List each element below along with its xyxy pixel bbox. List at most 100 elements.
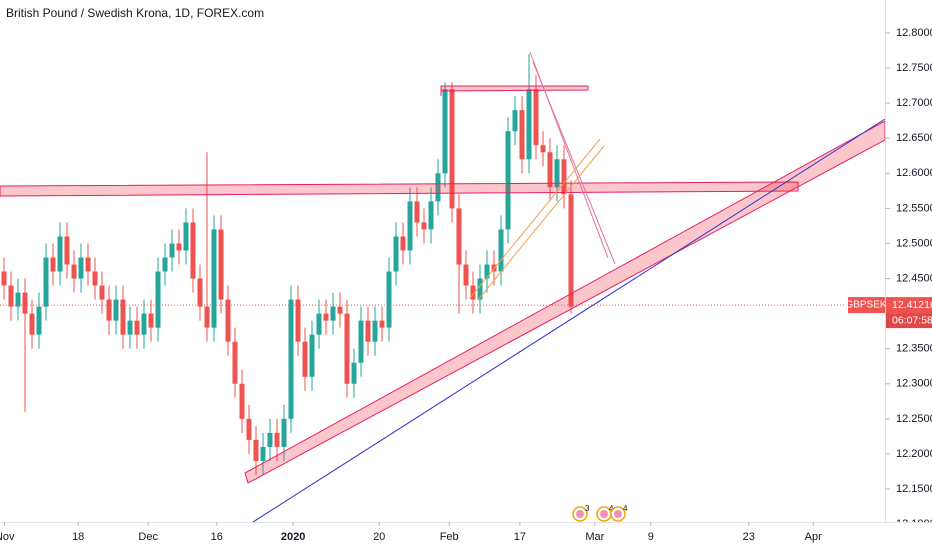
candle-body [78,257,84,279]
candle-body [295,299,301,342]
candle-body [484,264,490,279]
candle-body [190,222,196,279]
y-tick-label: 12.15000 [896,483,932,495]
candle-body [337,306,343,314]
candle-body [414,201,420,223]
candle-body [253,439,259,461]
candle-body [568,194,574,307]
drawings [0,51,886,523]
x-tick-label: Nov [0,531,15,543]
x-tick-label: 9 [648,531,654,543]
candle-body [470,285,476,300]
candle-body [379,320,385,328]
y-tick-label: 12.45000 [896,272,932,284]
candle-body [162,257,168,272]
y-tick-label: 12.50000 [896,237,932,249]
rising-line [469,138,601,299]
x-axis: Nov18Dec16202020Feb17Mar923Apr [0,522,822,543]
top-band [440,85,589,92]
symbol-label: GBPSEK [845,300,886,311]
candle-body [64,236,70,265]
candle-body [316,313,322,335]
candle-body [547,152,553,188]
x-tick-label: 17 [514,531,526,543]
y-tick-label: 12.55000 [896,202,932,214]
candle-body [365,320,371,342]
candle-body [176,243,182,251]
candle-body [281,418,287,447]
candle-body [92,271,98,286]
candle-body [120,299,126,335]
event-badge-inner [614,510,622,518]
candle-body [204,306,210,328]
symbol-box [848,297,885,314]
candle-body [435,173,441,202]
candle-body [155,271,161,328]
candle-body [134,320,140,335]
candle-body [211,229,217,328]
x-tick-label: Mar [585,531,604,543]
x-tick-label: 2020 [281,531,305,543]
candle-body [85,257,91,272]
candle-body [302,341,308,377]
candle-body [15,292,21,307]
candle-body [463,264,469,286]
candle-body [1,271,7,286]
candle-body [561,159,567,195]
y-tick-label: 12.60000 [896,167,932,179]
candle-body [428,201,434,230]
candle-body [386,271,392,328]
candle-body [29,313,35,335]
resistance-band [0,181,799,197]
y-tick-label: 12.30000 [896,378,932,390]
candle-body [400,236,406,251]
candle-body [512,110,518,132]
candle-body [372,320,378,342]
candle-body [50,257,56,272]
candle-body [449,89,455,209]
candle-body [330,306,336,321]
candle-body [351,362,357,384]
candle-body [526,89,532,160]
y-tick-label: 12.25000 [896,413,932,425]
candle-body [232,341,238,384]
candle-body [393,236,399,272]
candle-body [239,383,245,419]
candle-body [323,313,329,321]
candle-body [246,418,252,440]
candle-body [43,257,49,307]
candle-body [498,229,504,272]
candle-body [456,208,462,265]
candle-body [407,201,413,251]
candle-body [197,278,203,307]
candle-body [127,320,133,335]
event-count: 3 [585,504,590,513]
candle-body [36,306,42,335]
x-tick-label: 23 [743,531,755,543]
y-tick-label: 12.20000 [896,448,932,460]
y-tick-label: 12.70000 [896,97,932,109]
candle-body [519,110,525,160]
candle-body [267,432,273,447]
candle-body [274,432,280,447]
countdown-box [886,313,932,329]
candle-body [288,299,294,419]
price-line-group: GBPSEK [0,297,887,314]
candle-body [554,159,560,188]
event-badge-inner [576,510,584,518]
countdown-label: 06:07:58 [892,314,932,326]
candle-body [344,313,350,384]
price-box [886,297,932,314]
candle-body [260,446,266,461]
candle-body [169,243,175,258]
candle-body [533,89,539,146]
y-tick-label: 12.80000 [896,27,932,39]
y-tick-label: 12.35000 [896,343,932,355]
x-tick-label: Dec [138,531,158,543]
candle-body [477,278,483,300]
candle-body [358,320,364,363]
candle-body [309,334,315,377]
event-count: 4 [623,504,628,513]
